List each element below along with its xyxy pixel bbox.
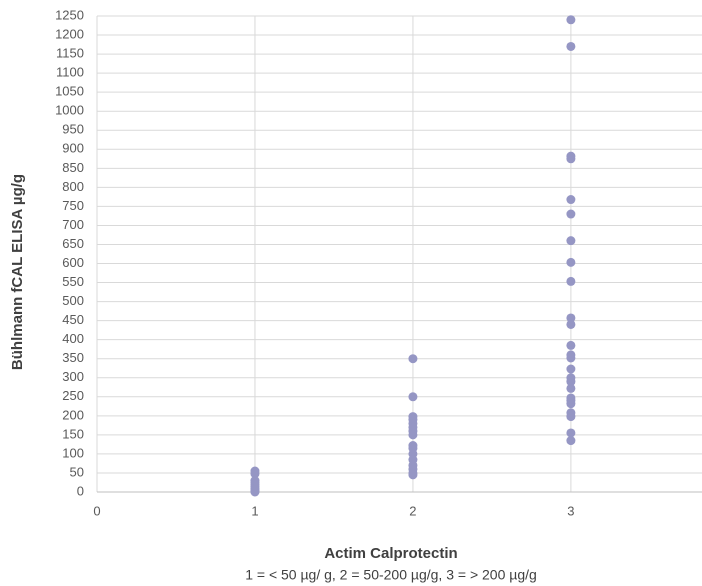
point (408, 470, 418, 480)
point (566, 319, 576, 329)
y-tick-label: 0 (77, 483, 84, 498)
y-tick-label: 1250 (55, 7, 84, 22)
point (566, 154, 576, 164)
x-axis-label: Actim Calprotectin (324, 545, 457, 562)
y-tick-label: 900 (62, 141, 84, 156)
point (566, 41, 576, 51)
point (250, 487, 260, 497)
y-tick-label: 450 (62, 312, 84, 327)
point (566, 383, 576, 393)
point (408, 430, 418, 440)
x-axis-subtitle: 1 = < 50 µg/ g, 2 = 50-200 µg/g, 3 = > 2… (245, 567, 537, 583)
y-tick-label: 550 (62, 274, 84, 289)
y-tick-label: 600 (62, 255, 84, 270)
point (566, 276, 576, 286)
x-tick-label: 1 (251, 503, 258, 518)
y-axis-label: Bühlmann fCAL ELISA µg/g (9, 174, 26, 370)
point (566, 364, 576, 374)
point (566, 313, 576, 323)
y-tick-label: 350 (62, 350, 84, 365)
y-tick-label: 1150 (56, 46, 84, 61)
x-tick-label: 3 (567, 503, 574, 518)
y-tick-label: 750 (62, 198, 84, 213)
y-tick-label: 500 (62, 293, 84, 308)
point (566, 195, 576, 205)
point (566, 353, 576, 363)
y-tick-label: 300 (62, 369, 84, 384)
x-tick-label: 0 (93, 503, 100, 518)
point (408, 392, 418, 402)
y-tick-label: 800 (62, 179, 84, 194)
point (566, 257, 576, 267)
x-tick-label: 2 (409, 503, 416, 518)
y-tick-label: 1000 (55, 103, 84, 118)
point (566, 428, 576, 438)
y-tick-label: 700 (62, 217, 84, 232)
y-tick-label: 1050 (55, 84, 84, 99)
point (566, 436, 576, 446)
y-tick-label: 200 (62, 407, 84, 422)
point (566, 340, 576, 350)
y-tick-label: 250 (62, 388, 84, 403)
point (566, 209, 576, 219)
point (250, 469, 260, 479)
y-tick-label: 150 (62, 426, 84, 441)
point (408, 354, 418, 364)
point (566, 399, 576, 409)
y-tick-label: 400 (62, 331, 84, 346)
point (566, 15, 576, 25)
point (566, 377, 576, 387)
point (566, 236, 576, 246)
y-tick-label: 50 (70, 464, 84, 479)
y-tick-label: 850 (62, 160, 84, 175)
y-tick-label: 1100 (56, 65, 84, 80)
y-tick-label: 1200 (55, 26, 84, 41)
y-tick-label: 650 (62, 236, 84, 251)
y-tick-label: 950 (62, 122, 84, 137)
y-tick-label: 100 (62, 445, 84, 460)
point (566, 412, 576, 422)
